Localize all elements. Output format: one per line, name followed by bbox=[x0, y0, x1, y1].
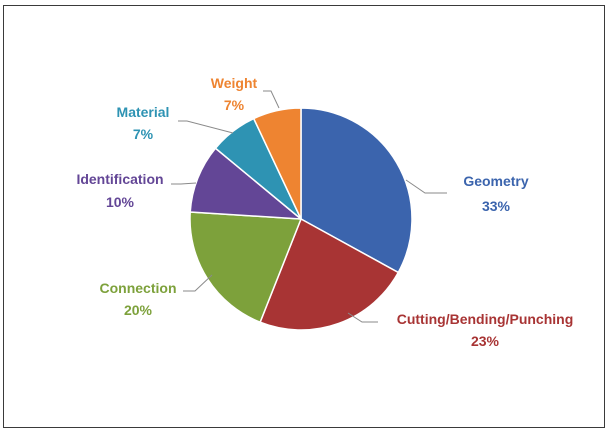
leader-line-geometry bbox=[405, 179, 447, 194]
pie-slice-connection bbox=[189, 211, 303, 324]
data-label-connection: Connection bbox=[100, 280, 177, 296]
data-label-identification: Identification bbox=[76, 171, 163, 187]
data-label-geometry: Geometry bbox=[463, 173, 529, 189]
leader-line-identification bbox=[171, 182, 197, 185]
leader-line-weight bbox=[263, 90, 280, 109]
pie-slice-cutting-bending-punching bbox=[259, 217, 400, 331]
data-label-material: Material bbox=[117, 104, 170, 120]
data-value-weight: 7% bbox=[224, 97, 245, 113]
pie-slice-geometry bbox=[300, 107, 413, 274]
leader-line-cutting-bending-punching bbox=[347, 312, 378, 323]
data-label-cutting-bending-punching: Cutting/Bending/Punching bbox=[397, 311, 574, 327]
data-value-cutting-bending-punching: 23% bbox=[471, 333, 500, 349]
leader-line-material bbox=[178, 120, 234, 134]
data-value-connection: 20% bbox=[124, 302, 153, 318]
leader-line-connection bbox=[183, 274, 213, 292]
data-value-geometry: 33% bbox=[482, 198, 511, 214]
data-value-material: 7% bbox=[133, 126, 154, 142]
data-value-identification: 10% bbox=[106, 194, 135, 210]
data-label-weight: Weight bbox=[211, 75, 258, 91]
pie-slice-weight bbox=[252, 107, 302, 220]
